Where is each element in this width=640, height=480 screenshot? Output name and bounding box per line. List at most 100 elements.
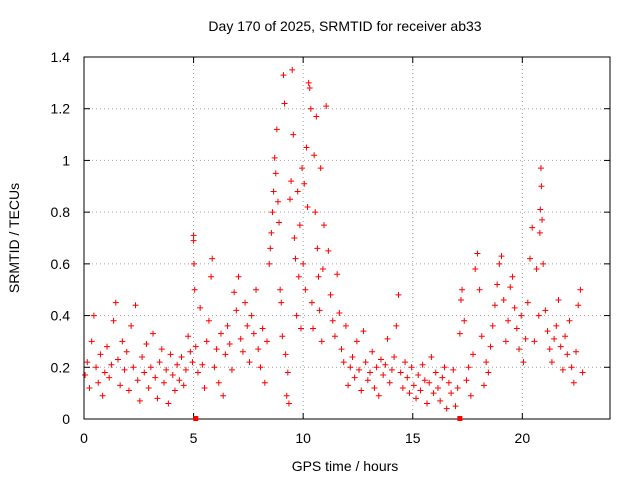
data-point <box>146 385 152 391</box>
data-point <box>540 261 546 267</box>
data-point <box>503 338 509 344</box>
data-point <box>509 274 515 280</box>
data-point <box>558 344 564 350</box>
data-point <box>400 385 406 391</box>
data-point <box>321 222 327 228</box>
data-point <box>278 300 284 306</box>
data-point <box>277 287 283 293</box>
data-point <box>542 307 548 313</box>
data-point <box>262 380 268 386</box>
data-point <box>536 313 542 319</box>
data-point <box>402 359 408 365</box>
data-point <box>413 395 419 401</box>
data-point <box>157 359 163 365</box>
data-point <box>514 326 520 332</box>
data-point <box>448 390 454 396</box>
data-point <box>382 362 388 368</box>
data-point <box>393 323 399 329</box>
data-point <box>216 380 222 386</box>
data-point <box>466 364 472 370</box>
data-point <box>257 364 263 370</box>
data-point <box>202 385 208 391</box>
data-point <box>84 359 90 365</box>
data-point <box>360 328 366 334</box>
data-point <box>308 106 314 112</box>
data-point <box>307 85 313 91</box>
data-point <box>442 364 448 370</box>
x-tick-label: 20 <box>515 430 531 446</box>
x-tick-label: 0 <box>80 430 88 446</box>
data-point <box>161 380 167 386</box>
data-point <box>135 377 141 383</box>
y-tick-label: 0.8 <box>51 204 71 220</box>
data-point <box>564 351 570 357</box>
data-point <box>311 152 317 158</box>
data-point <box>119 338 125 344</box>
data-point <box>358 388 364 394</box>
data-point <box>374 364 380 370</box>
data-point <box>330 318 336 324</box>
data-point <box>520 359 526 365</box>
data-point <box>89 338 95 344</box>
data-point <box>352 375 358 381</box>
data-point <box>553 323 559 329</box>
x-tick-label: 5 <box>190 430 198 446</box>
data-point <box>139 354 145 360</box>
data-point <box>208 274 214 280</box>
data-point <box>197 305 203 311</box>
data-point <box>282 101 288 107</box>
x-axis-marker <box>457 416 462 421</box>
data-point <box>174 362 180 368</box>
data-point <box>148 364 154 370</box>
data-point <box>398 369 404 375</box>
data-point <box>102 369 108 375</box>
data-point <box>165 400 171 406</box>
data-point <box>444 406 450 412</box>
data-point <box>289 67 295 73</box>
data-point <box>496 261 502 267</box>
data-point <box>133 302 139 308</box>
y-tick-label: 1.2 <box>51 101 71 117</box>
data-point <box>488 344 494 350</box>
y-tick-label: 0.2 <box>51 359 71 375</box>
data-point <box>295 188 301 194</box>
data-point <box>104 344 110 350</box>
data-point <box>371 385 377 391</box>
data-point <box>106 375 112 381</box>
data-point <box>128 323 134 329</box>
data-point <box>450 367 456 373</box>
data-point <box>435 385 441 391</box>
data-point <box>409 364 415 370</box>
plot-frame <box>84 57 610 419</box>
data-point <box>288 178 294 184</box>
data-point <box>206 318 212 324</box>
data-point <box>537 207 543 213</box>
data-point <box>244 323 250 329</box>
data-point <box>249 313 255 319</box>
chart-title: Day 170 of 2025, SRMTID for receiver ab3… <box>208 18 481 34</box>
data-point <box>290 132 296 138</box>
data-point <box>474 251 480 257</box>
data-point <box>108 362 114 368</box>
data-point <box>365 377 371 383</box>
data-point <box>354 338 360 344</box>
data-point <box>267 245 273 251</box>
data-point <box>124 349 130 355</box>
data-point <box>512 305 518 311</box>
data-point <box>336 310 342 316</box>
data-point <box>380 372 386 378</box>
data-point <box>82 372 88 378</box>
data-point <box>461 318 467 324</box>
data-point <box>507 284 513 290</box>
data-point <box>501 297 507 303</box>
data-point <box>292 256 298 262</box>
data-point <box>547 346 553 352</box>
data-point <box>189 359 195 365</box>
data-point <box>283 351 289 357</box>
data-point <box>499 253 505 259</box>
data-point <box>93 364 99 370</box>
data-point <box>318 165 324 171</box>
data-point <box>334 271 340 277</box>
data-point <box>229 367 235 373</box>
data-point <box>143 341 149 347</box>
